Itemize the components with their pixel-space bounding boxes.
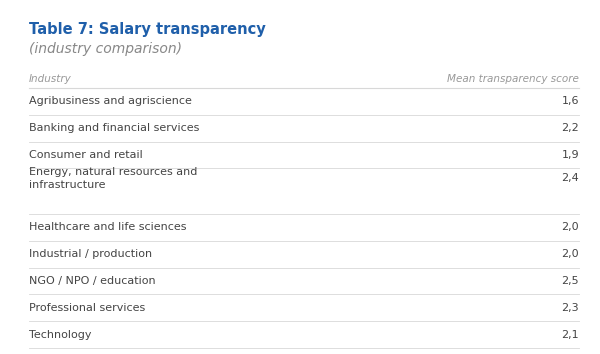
Text: Industrial / production: Industrial / production bbox=[29, 249, 152, 259]
Text: 2,0: 2,0 bbox=[562, 222, 579, 232]
Text: 1,9: 1,9 bbox=[562, 150, 579, 160]
Text: Consumer and retail: Consumer and retail bbox=[29, 150, 143, 160]
Text: 2,0: 2,0 bbox=[562, 249, 579, 259]
Text: 2,2: 2,2 bbox=[561, 123, 579, 133]
Text: Energy, natural resources and
infrastructure: Energy, natural resources and infrastruc… bbox=[29, 167, 197, 190]
Text: Mean transparency score: Mean transparency score bbox=[447, 74, 579, 84]
Text: Healthcare and life sciences: Healthcare and life sciences bbox=[29, 222, 187, 232]
Text: NGO / NPO / education: NGO / NPO / education bbox=[29, 276, 155, 286]
Text: Technology: Technology bbox=[29, 330, 91, 339]
Text: Banking and financial services: Banking and financial services bbox=[29, 123, 199, 133]
Text: 1,6: 1,6 bbox=[562, 96, 579, 107]
Text: Agribusiness and agriscience: Agribusiness and agriscience bbox=[29, 96, 191, 107]
Text: 2,1: 2,1 bbox=[562, 330, 579, 339]
Text: (industry comparison): (industry comparison) bbox=[29, 42, 182, 56]
Text: Professional services: Professional services bbox=[29, 303, 145, 313]
Text: Table 7: Salary transparency: Table 7: Salary transparency bbox=[29, 22, 266, 37]
Text: 2,3: 2,3 bbox=[562, 303, 579, 313]
Text: Industry: Industry bbox=[29, 74, 71, 84]
Text: 2,5: 2,5 bbox=[562, 276, 579, 286]
Text: 2,4: 2,4 bbox=[561, 173, 579, 183]
